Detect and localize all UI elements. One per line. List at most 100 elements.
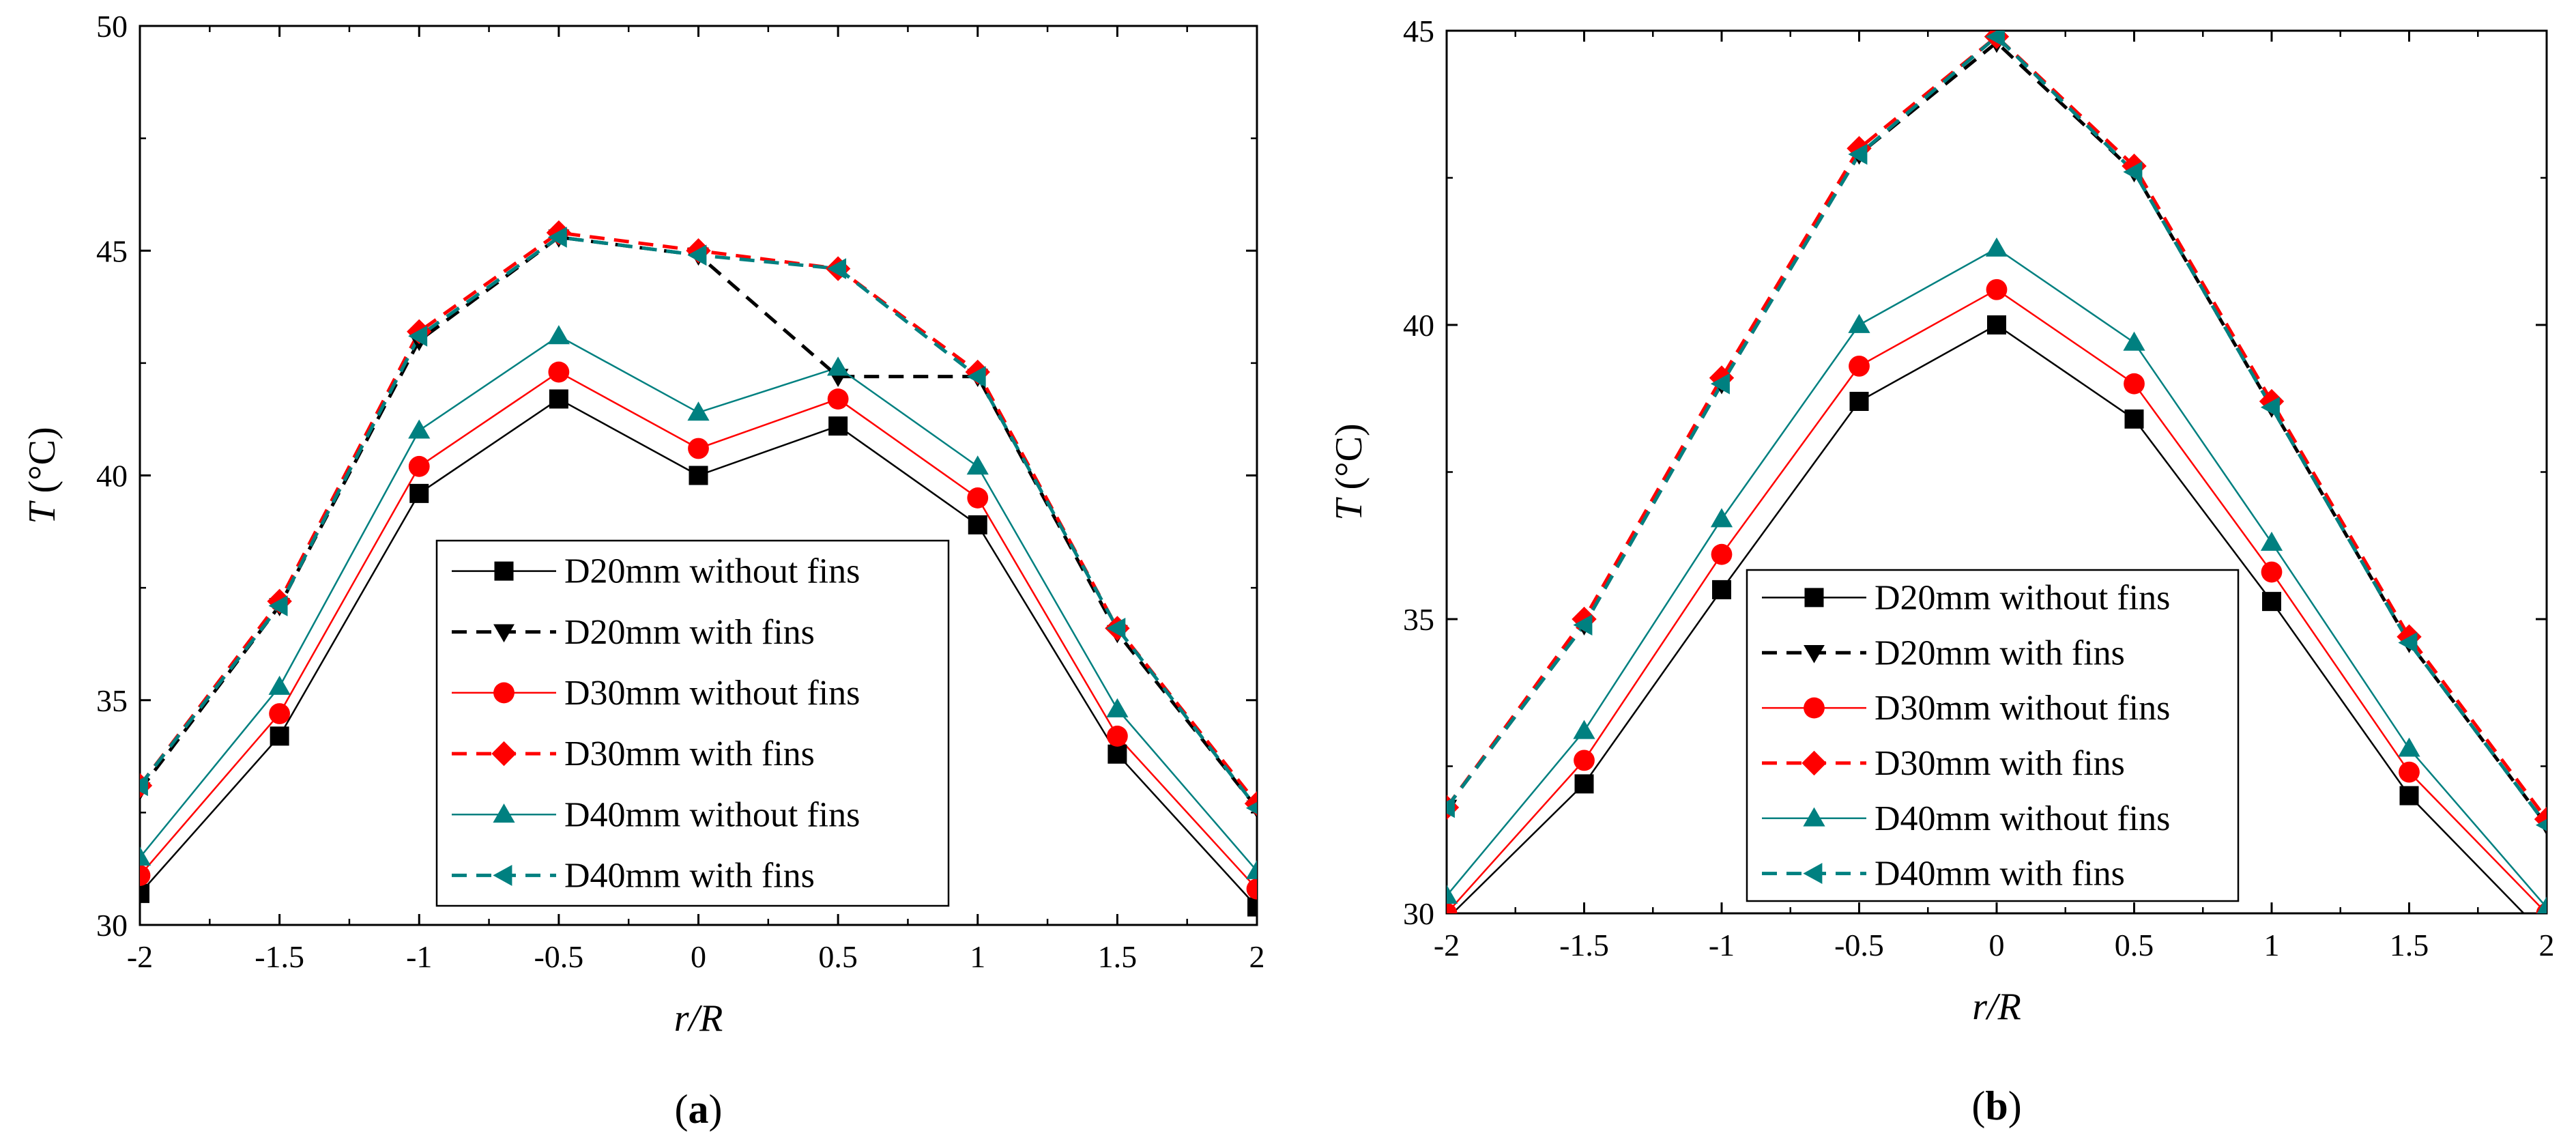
x-tick-label: 1 xyxy=(970,939,985,974)
legend-label-4: D40mm without fins xyxy=(1875,799,2170,838)
data-point-series-4 xyxy=(1245,859,1257,879)
data-point-series-5 xyxy=(827,258,847,279)
x-tick-label: 0 xyxy=(691,939,706,974)
legend-label-5: D40mm with fins xyxy=(564,856,815,895)
data-point-series-2 xyxy=(1106,726,1128,747)
legend-label-0: D20mm without fins xyxy=(1875,578,2170,617)
data-point-series-5 xyxy=(1106,617,1126,639)
data-point-series-4 xyxy=(1848,313,1870,333)
data-point-series-2 xyxy=(548,361,570,383)
legend-label-1: D20mm with fins xyxy=(564,613,815,652)
data-point-series-4 xyxy=(1447,885,1458,904)
data-point-series-0 xyxy=(2262,592,2281,612)
legend-marker-1 xyxy=(1804,645,1825,663)
legend-marker-3 xyxy=(1801,750,1827,776)
data-point-series-5 xyxy=(687,244,707,266)
legend-label-3: D30mm with fins xyxy=(564,734,815,773)
legend-label-4: D40mm without fins xyxy=(564,795,860,834)
data-point-series-4 xyxy=(408,419,431,439)
data-point-series-0 xyxy=(1987,315,2006,334)
data-point-series-0 xyxy=(409,483,429,503)
legend-marker-3 xyxy=(491,741,517,767)
data-point-series-4 xyxy=(2398,737,2420,757)
y-tick-label: 45 xyxy=(1403,14,1434,48)
data-point-series-2 xyxy=(827,388,849,410)
chart-panel-a: -2 -1.5 -1 -0.5 0 0.5 1 1.5 2 30 35 40 45 50 r/R T (°C)… xyxy=(21,9,1265,1132)
y-axis-title-var: T xyxy=(21,500,63,524)
y-tick-label: 30 xyxy=(1403,896,1434,931)
data-point-series-4 xyxy=(1710,508,1733,528)
legend-marker-2 xyxy=(493,682,515,704)
data-point-series-0 xyxy=(1574,774,1594,794)
data-point-series-5 xyxy=(966,366,986,388)
data-point-series-5 xyxy=(1447,797,1455,818)
legend-label-0: D20mm without fins xyxy=(564,552,860,591)
data-point-series-5 xyxy=(2398,632,2418,653)
data-point-series-4 xyxy=(268,675,291,695)
data-point-series-5 xyxy=(547,227,567,248)
data-point-series-0 xyxy=(828,416,848,436)
x-tick-label: -1.5 xyxy=(255,939,304,974)
x-tick-label: 1.5 xyxy=(1098,939,1138,974)
plot-area xyxy=(1447,31,2547,913)
legend-label-2: D30mm without fins xyxy=(564,674,860,713)
x-axis-title: r/R xyxy=(674,997,723,1040)
panel-label-close: ) xyxy=(709,1087,723,1132)
data-point-series-5 xyxy=(2123,161,2143,183)
data-point-series-5 xyxy=(2535,818,2547,831)
x-tick-label: 0 xyxy=(1989,928,2005,962)
legend-label-5: D40mm with fins xyxy=(1875,855,2125,894)
data-point-series-5 xyxy=(1573,614,1593,636)
data-point-series-5 xyxy=(140,775,148,797)
data-point-series-0 xyxy=(2399,786,2419,805)
legend-box xyxy=(1746,569,2240,902)
data-point-series-5 xyxy=(1710,373,1730,395)
y-tick-label: 50 xyxy=(96,9,128,44)
data-point-series-0 xyxy=(270,726,289,746)
data-point-series-5 xyxy=(1985,31,2005,48)
x-tick-label: -2 xyxy=(1434,928,1460,962)
data-point-series-2 xyxy=(269,703,291,724)
panel-label-letter: a xyxy=(689,1087,709,1132)
legend-box xyxy=(435,539,950,907)
legend-label-1: D20mm with fins xyxy=(1875,633,2125,672)
data-point-series-2 xyxy=(1246,878,1257,900)
y-axis-title-unit: (°C) xyxy=(21,427,63,502)
data-point-series-2 xyxy=(688,438,709,459)
panel-label: (b) xyxy=(1971,1083,2021,1128)
plot-area xyxy=(140,220,1257,917)
y-axis-title-var: T xyxy=(1328,497,1370,521)
x-tick-label: -1 xyxy=(406,939,432,974)
data-point-series-4 xyxy=(547,325,570,345)
series-line-3 xyxy=(1447,34,2547,820)
data-point-series-4 xyxy=(1573,719,1595,739)
data-point-series-4 xyxy=(827,356,850,376)
x-axis-title: r/R xyxy=(1972,986,2021,1028)
x-tick-label: 0.5 xyxy=(2115,928,2154,962)
x-tick-label: 2 xyxy=(2539,928,2555,962)
y-tick-label: 45 xyxy=(96,233,128,268)
x-tick-label: -1.5 xyxy=(1559,928,1609,962)
data-point-series-0 xyxy=(140,883,149,903)
data-point-series-2 xyxy=(1447,902,1458,913)
legend: D20mm without fins D20mm with fins D30mm w… xyxy=(435,539,950,907)
data-point-series-2 xyxy=(1849,355,1870,377)
x-tick-label: -0.5 xyxy=(534,939,583,974)
data-point-series-2 xyxy=(2261,561,2283,583)
data-point-series-5 xyxy=(408,325,428,347)
data-point-series-2 xyxy=(408,455,430,477)
legend-marker-5 xyxy=(1803,863,1823,884)
legend-label-3: D30mm with fins xyxy=(1875,744,2125,783)
data-point-series-4 xyxy=(966,455,989,475)
x-tick-label: -1 xyxy=(1709,928,1735,962)
data-point-series-0 xyxy=(968,515,987,534)
legend-marker-2 xyxy=(1804,697,1825,719)
data-point-series-4 xyxy=(2260,531,2283,551)
data-point-series-5 xyxy=(2260,397,2280,418)
legend-marker-1 xyxy=(493,624,515,643)
data-point-series-4 xyxy=(2123,331,2145,351)
data-point-series-4 xyxy=(2536,896,2547,913)
panel-label: (a) xyxy=(675,1087,723,1132)
